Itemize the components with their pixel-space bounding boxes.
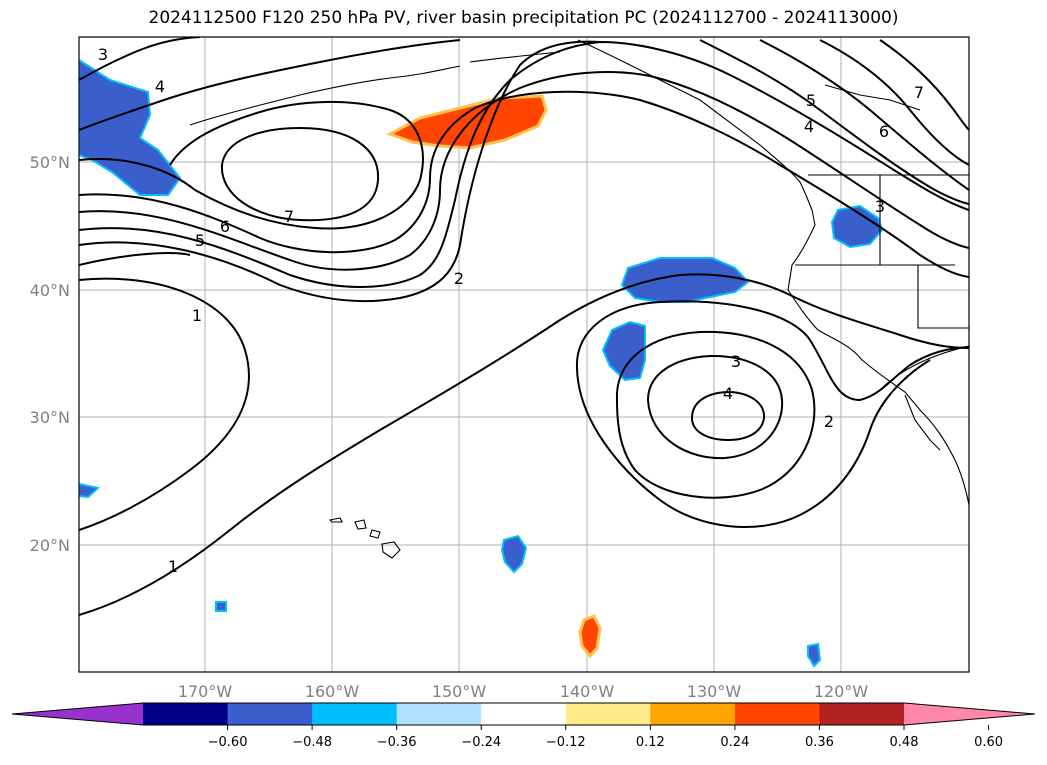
contour-label: 7: [914, 83, 924, 102]
negative-region-oregon: [830, 204, 884, 249]
coastlines: [189, 39, 969, 559]
colorbar-extend-high: [904, 703, 1035, 725]
lat-label: 50°N: [30, 153, 70, 172]
colorbar-segment: [650, 703, 736, 725]
colorbar-tick-label: −0.12: [546, 735, 586, 750]
negative-precip-regions: [79, 58, 884, 668]
contour-label: 6: [220, 217, 230, 236]
contour-labels: 3 4 7 6 5 2 1 3 4 2 1 5 4 6 7 3: [98, 45, 924, 576]
colorbar-segment: [227, 703, 313, 725]
lat-label: 40°N: [30, 281, 70, 300]
lat-label: 20°N: [30, 536, 70, 555]
lon-label: 140°W: [560, 682, 615, 701]
lon-label: 160°W: [305, 682, 360, 701]
map-frame: [78, 36, 970, 673]
pv-contours: [79, 37, 969, 616]
colorbar-tick-label: 0.36: [805, 735, 834, 750]
contour-label: 2: [824, 412, 834, 431]
lon-label: 150°W: [432, 682, 487, 701]
colorbar-segment: [819, 703, 905, 725]
colorbar-tick-label: 0.24: [720, 735, 749, 750]
negative-region-small-east: [807, 642, 822, 668]
colorbar-tick-label: −0.48: [292, 735, 332, 750]
contour-label: 3: [731, 352, 741, 371]
colorbar-tick-labels: −0.60 −0.48 −0.36 −0.24 −0.12 0.12 0.24 0.36 0.4…: [208, 725, 1003, 750]
latitude-labels: 50°N 40°N 30°N 20°N: [30, 153, 70, 555]
map-panel: 3 4 7 6 5 2 1 3 4 2 1 5 4 6 7 3: [79, 37, 969, 672]
contour-label: 4: [155, 77, 165, 96]
colorbar-tick-label: 0.12: [636, 735, 665, 750]
lon-label: 120°W: [814, 682, 869, 701]
colorbar-tick-label: −0.60: [208, 735, 248, 750]
contour-label: 4: [723, 384, 733, 403]
contour-label: 6: [879, 122, 889, 141]
gridlines: [79, 37, 969, 672]
negative-region-small-west: [215, 601, 227, 612]
colorbar-segment: [312, 703, 398, 725]
contour-label: 1: [192, 306, 202, 325]
colorbar-segment: [396, 703, 482, 725]
colorbar-tick-label: 0.60: [974, 735, 1003, 750]
negative-region-hawaii-east: [500, 534, 528, 574]
colorbar-tick-label: −0.36: [377, 735, 417, 750]
contour-label: 5: [195, 231, 205, 250]
contour-label: 4: [804, 117, 814, 136]
negative-region-central: [601, 320, 646, 382]
positive-region-south: [578, 614, 602, 659]
contour-label: 2: [454, 269, 464, 288]
lon-label: 170°W: [178, 682, 233, 701]
lon-label: 130°W: [687, 682, 742, 701]
colorbar-tick-label: −0.24: [461, 735, 501, 750]
colorbar-tick-label: 0.48: [890, 735, 919, 750]
colorbar-segment: [481, 703, 567, 725]
colorbar-segment: [565, 703, 651, 725]
longitude-labels: 170°W 160°W 150°W 140°W 130°W 120°W: [178, 682, 869, 701]
positive-precip-regions: [386, 94, 602, 659]
contour-label: 1: [168, 557, 178, 576]
negative-region-west-edge: [79, 482, 101, 499]
map-title: 2024112500 F120 250 hPa PV, river basin …: [148, 8, 899, 28]
contour-label: 5: [806, 91, 816, 110]
positive-region-north: [386, 94, 548, 150]
lat-label: 30°N: [30, 408, 70, 427]
contour-label: 3: [98, 45, 108, 64]
colorbar-extend-low: [12, 703, 143, 725]
colorbar: [11, 702, 1036, 726]
negative-region-north-pacific: [620, 257, 750, 303]
colorbar-segment: [143, 703, 229, 725]
colorbar-segment: [734, 703, 820, 725]
colorbar-outline: [11, 702, 1036, 726]
contour-label: 7: [284, 207, 294, 226]
